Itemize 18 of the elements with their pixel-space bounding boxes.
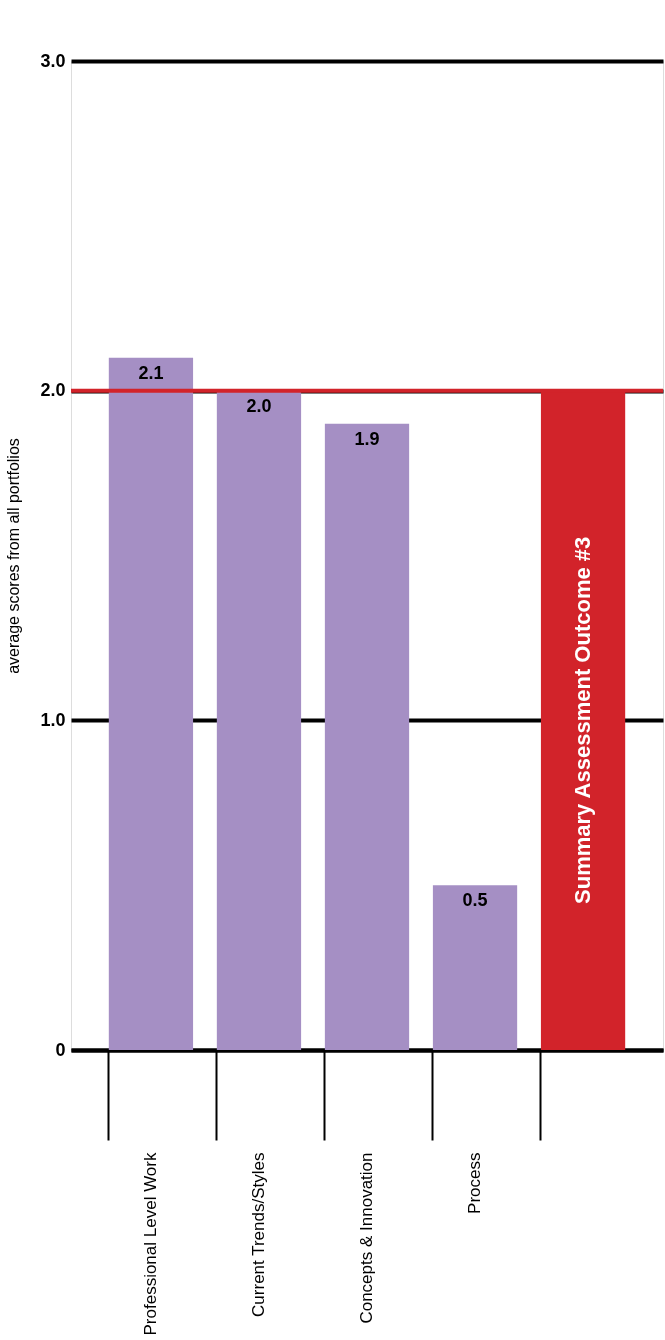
data-label: 0.5	[462, 890, 488, 911]
x-tick-label: Professional Level Work	[140, 1152, 160, 1336]
y-axis-title: average scores from all portfolios	[5, 438, 23, 674]
bar	[216, 390, 302, 1050]
bar	[432, 885, 518, 1050]
data-label: 2.1	[138, 362, 164, 383]
x-tick-label: Process	[465, 1152, 485, 1214]
bar	[108, 357, 194, 1050]
x-tick-label: Concepts & Innovation	[357, 1152, 376, 1324]
bar	[324, 423, 410, 1050]
y-tick-label: 2.0	[40, 380, 66, 401]
data-label: 1.9	[354, 428, 380, 449]
data-label: 2.0	[246, 395, 272, 416]
y-tick-label: 1.0	[40, 709, 66, 730]
y-tick-label: 0	[55, 1039, 66, 1060]
annotation: Summary Assessment Outcome #3	[570, 536, 596, 904]
x-tick-label: Current Trends/Styles	[248, 1152, 268, 1317]
y-tick-label: 3.0	[40, 50, 66, 71]
